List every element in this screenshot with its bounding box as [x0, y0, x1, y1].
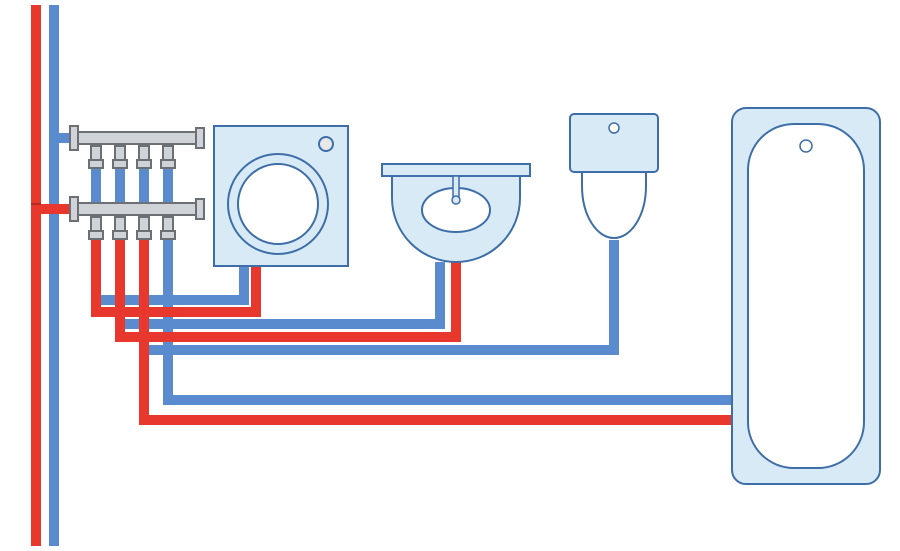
cold-manifold-outlet — [139, 146, 149, 160]
hot-manifold-outlet — [91, 217, 101, 231]
tub-inner — [748, 124, 864, 468]
sink — [382, 164, 530, 262]
toilet-button — [609, 123, 619, 133]
hot-manifold — [70, 197, 204, 239]
hot-main-shadow — [31, 203, 41, 205]
hot-manifold-outlet — [139, 217, 149, 231]
sink-faucet — [453, 176, 459, 198]
cold-manifold-outlet — [115, 146, 125, 160]
cold-manifold — [70, 126, 204, 168]
washing-machine — [214, 126, 348, 266]
cold-manifold-ring — [89, 160, 103, 168]
hot-manifold-ring — [161, 231, 175, 239]
hot-manifold-ring — [89, 231, 103, 239]
hot-manifold-outlet — [115, 217, 125, 231]
hot-manifold-ring — [113, 231, 127, 239]
cold-manifold-ring — [137, 160, 151, 168]
cold-manifold-outlet — [91, 146, 101, 160]
bathtub — [732, 108, 880, 484]
sink-faucet-tip — [452, 196, 460, 204]
hot-manifold-outlet — [163, 217, 173, 231]
cold-manifold-ring — [161, 160, 175, 168]
hot-manifold-ring — [137, 231, 151, 239]
washer-knob — [319, 137, 333, 151]
washer-window — [238, 164, 318, 244]
toilet-bowl — [582, 172, 646, 238]
cold-manifold-ring — [113, 160, 127, 168]
toilet — [570, 114, 658, 238]
tub-drain — [800, 140, 812, 152]
cold-manifold-outlet — [163, 146, 173, 160]
sink-counter — [382, 164, 530, 176]
